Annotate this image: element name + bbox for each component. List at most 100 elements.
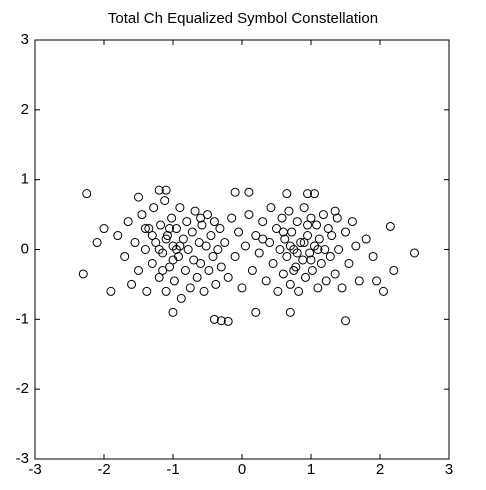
point [160, 196, 170, 206]
point [161, 286, 171, 296]
point [154, 185, 164, 195]
point [156, 220, 166, 230]
point [149, 203, 159, 213]
point [307, 265, 317, 275]
point [137, 210, 147, 220]
point [272, 224, 281, 234]
y-tick-label: 1 [21, 171, 29, 188]
point [292, 248, 302, 258]
point [92, 238, 102, 248]
point [275, 245, 285, 254]
point [323, 224, 333, 234]
point [299, 203, 309, 213]
point [123, 217, 133, 227]
point [227, 213, 237, 223]
point [309, 189, 319, 199]
x-tick-label: 2 [376, 461, 384, 478]
point [208, 251, 218, 261]
point [180, 265, 190, 275]
point [151, 238, 161, 248]
x-tick-label: 3 [445, 461, 453, 478]
point [147, 231, 157, 241]
point [314, 234, 324, 244]
point [258, 234, 268, 244]
point [261, 276, 271, 286]
y-tick-label: -3 [16, 450, 29, 467]
point [216, 262, 226, 272]
point [220, 238, 230, 248]
point [247, 265, 257, 275]
point [372, 276, 382, 286]
point [223, 272, 233, 282]
point [230, 187, 240, 197]
point [368, 251, 378, 261]
point [161, 234, 171, 244]
point [303, 231, 313, 241]
point [321, 276, 331, 286]
point [251, 307, 261, 317]
y-tick-label: 3 [21, 31, 29, 48]
point [410, 248, 419, 258]
point [285, 241, 295, 251]
point [158, 265, 168, 275]
point [320, 245, 330, 254]
point [285, 307, 295, 317]
point [192, 272, 202, 282]
x-tick-label: 0 [238, 461, 246, 478]
point [289, 265, 299, 275]
point [185, 283, 195, 293]
point [134, 265, 143, 275]
point [216, 316, 226, 326]
point [296, 238, 306, 248]
point [258, 217, 268, 227]
point [278, 269, 288, 279]
point [330, 269, 340, 279]
point [140, 245, 150, 254]
point [127, 279, 137, 289]
point [78, 269, 88, 279]
point [189, 255, 199, 265]
point [389, 265, 399, 275]
point [244, 187, 254, 197]
point [341, 227, 350, 237]
point [251, 231, 261, 241]
point [204, 265, 214, 275]
point [197, 220, 207, 230]
point [169, 276, 179, 286]
point [147, 258, 157, 268]
point [199, 286, 209, 296]
point [298, 255, 308, 265]
y-tick-label: 2 [21, 101, 29, 118]
point [167, 213, 177, 223]
point [351, 241, 361, 251]
point [282, 251, 292, 261]
point [347, 217, 357, 227]
point [209, 217, 219, 227]
point [182, 217, 192, 227]
point [196, 258, 206, 268]
point [306, 213, 316, 223]
point [313, 283, 323, 293]
point [385, 221, 395, 231]
point [165, 224, 175, 234]
point [300, 272, 310, 282]
point [316, 258, 326, 268]
point [113, 231, 123, 241]
point [287, 227, 297, 237]
point [268, 258, 278, 268]
point [140, 224, 150, 234]
point [240, 241, 250, 251]
point [325, 251, 335, 261]
point [168, 307, 178, 317]
point [266, 203, 276, 213]
point [337, 283, 347, 293]
point [299, 238, 309, 248]
x-tick-label: -2 [97, 461, 110, 478]
point [278, 227, 288, 237]
point [176, 293, 186, 303]
point [305, 248, 315, 258]
point [194, 238, 204, 248]
point [313, 245, 323, 254]
point [161, 185, 171, 195]
